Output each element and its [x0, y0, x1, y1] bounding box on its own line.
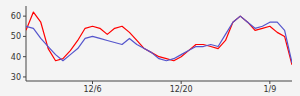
y-tick-label: 30	[11, 73, 21, 82]
y-tick	[23, 36, 26, 37]
x-tick-label: 12/20	[170, 85, 193, 94]
x-tick	[181, 81, 182, 84]
x-tick-label: 12/6	[84, 85, 102, 94]
y-tick	[23, 16, 26, 17]
plot-area	[26, 12, 292, 65]
x-tick	[92, 81, 93, 84]
chart: 30 40 50 60 12/6 12/20 1/9	[0, 0, 300, 96]
line	[26, 16, 292, 63]
x-tick-label: 1/9	[263, 85, 276, 94]
y-axis	[26, 6, 27, 81]
x-axis	[26, 81, 292, 82]
y-tick	[23, 56, 26, 57]
y-tick-label: 40	[11, 53, 21, 62]
y-tick	[23, 76, 26, 77]
y-tick-label: 60	[11, 12, 21, 21]
y-tick-label: 50	[11, 32, 21, 41]
x-tick	[269, 81, 270, 84]
line	[26, 12, 292, 65]
